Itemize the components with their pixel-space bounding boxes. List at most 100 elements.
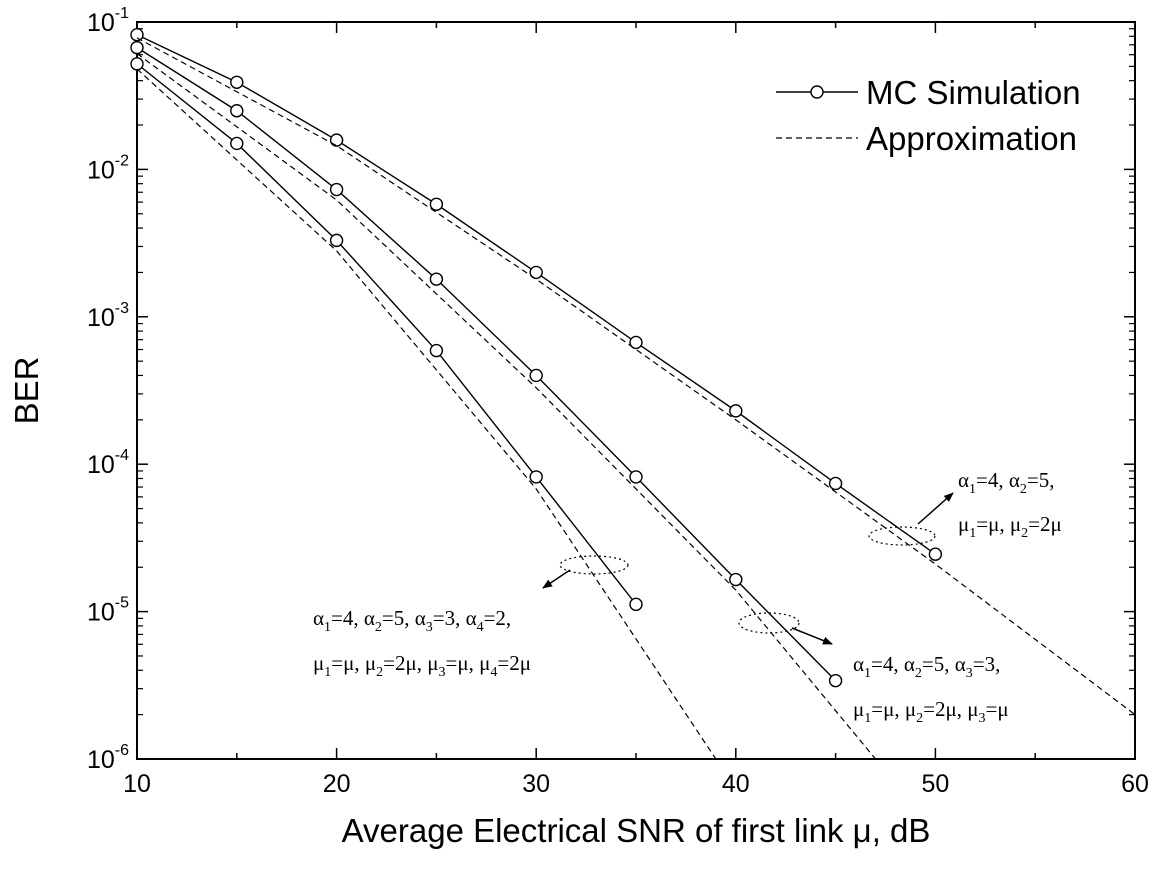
annotation-value: =3, bbox=[433, 606, 466, 630]
legend-simulation-marker bbox=[810, 85, 824, 99]
annotation-value: =μ, bbox=[871, 697, 905, 721]
annotation-value: =3, bbox=[973, 652, 1001, 676]
annotation-value: =5, bbox=[922, 652, 955, 676]
series-2-hop-point bbox=[828, 476, 843, 491]
series-3-hop-point bbox=[329, 182, 344, 197]
annotation-subscript: 3 bbox=[439, 665, 446, 680]
series-2-hop-point bbox=[729, 404, 743, 418]
annotation-subscript: 4 bbox=[477, 620, 484, 635]
y-tick-exp: -2 bbox=[115, 152, 129, 169]
annotation-arrow bbox=[917, 492, 954, 525]
y-tick-label: 10-3 bbox=[87, 300, 129, 332]
series-4-hop-simulation-line bbox=[136, 63, 637, 605]
series-2-hop-point bbox=[429, 197, 444, 211]
annotation-subscript: 3 bbox=[979, 711, 986, 726]
series-3-hop-point bbox=[529, 368, 543, 383]
annotation-subscript: 2 bbox=[916, 711, 923, 726]
x-tick-label: 30 bbox=[522, 770, 550, 798]
annotation-subscript: 1 bbox=[324, 620, 331, 635]
y-tick-base: 10 bbox=[87, 9, 115, 37]
annotation-value: =5, bbox=[1027, 468, 1055, 492]
series-4-hop-point bbox=[629, 597, 643, 612]
x-tick-label: 40 bbox=[722, 770, 750, 798]
annotation-value: =5, bbox=[382, 606, 415, 630]
x-tick-label: 10 bbox=[123, 770, 151, 798]
annotation-subscript: 3 bbox=[426, 620, 433, 635]
series-3-hop-point bbox=[729, 572, 743, 587]
annotation-subscript: 3 bbox=[966, 666, 973, 681]
y-tick-base: 10 bbox=[87, 451, 115, 479]
series-4-hop-point bbox=[329, 233, 344, 248]
annotation-symbol: α bbox=[1009, 468, 1020, 492]
annotation-label: α1=4, α2=5, α3=3, α4=2, bbox=[313, 606, 511, 635]
y-tick-exp: -1 bbox=[115, 5, 129, 22]
y-tick-base: 10 bbox=[87, 304, 115, 332]
annotation-subscript: 2 bbox=[915, 666, 922, 681]
annotation-subscript: 4 bbox=[490, 665, 497, 680]
x-axis-title: Average Electrical SNR of first link μ, … bbox=[342, 812, 931, 849]
annotation-symbol: μ bbox=[967, 697, 978, 721]
series-4-hop-point bbox=[130, 57, 144, 71]
annotation-symbol: μ bbox=[365, 651, 376, 675]
annotation-label: μ1=μ, μ2=2μ, μ3=μ bbox=[853, 697, 1009, 726]
annotation-value: =2μ, bbox=[383, 651, 427, 675]
y-tick-exp: -6 bbox=[115, 742, 129, 759]
y-axis-title: BER bbox=[8, 357, 45, 425]
annotation-subscript: 1 bbox=[969, 482, 976, 497]
annotation-arrow bbox=[791, 627, 833, 645]
annotation-value: =2μ, bbox=[923, 697, 967, 721]
series-2-hop-point bbox=[230, 75, 244, 89]
annotation-value: =μ, bbox=[331, 651, 365, 675]
annotation-symbol: μ bbox=[853, 697, 864, 721]
y-tick-label: 10-6 bbox=[87, 742, 129, 774]
legend: MC Simulation Approximation bbox=[776, 74, 1081, 157]
annotation-arrow bbox=[542, 569, 571, 589]
series-3-hop-point bbox=[130, 40, 144, 55]
series-4-hop-point bbox=[529, 470, 543, 484]
y-tick-base: 10 bbox=[87, 746, 115, 774]
annotation-subscript: 1 bbox=[864, 711, 871, 726]
annotation-label: μ1=μ, μ2=2μ bbox=[958, 512, 1062, 541]
annotation-subscript: 2 bbox=[1020, 482, 1027, 497]
annotation-subscript: 2 bbox=[376, 665, 383, 680]
annotation-value: =4, bbox=[976, 468, 1009, 492]
annotation-value: =2, bbox=[484, 606, 512, 630]
annotation-label: α1=4, α2=5, α3=3, bbox=[853, 652, 1000, 681]
y-tick-exp: -3 bbox=[115, 300, 129, 317]
legend-label: MC Simulation bbox=[866, 74, 1081, 111]
annotation-value: =μ bbox=[986, 697, 1009, 721]
y-tick-base: 10 bbox=[87, 156, 115, 184]
annotation-symbol: α bbox=[466, 606, 477, 630]
legend-label: Approximation bbox=[866, 120, 1077, 157]
annotation-symbol: α bbox=[313, 606, 324, 630]
y-tick-label: 10-2 bbox=[87, 152, 129, 184]
series-3-hop-simulation-line bbox=[136, 47, 837, 682]
series-3-hop-point bbox=[230, 104, 244, 118]
series-2-hop-point bbox=[529, 265, 543, 280]
series-2-hop-point bbox=[329, 133, 344, 147]
annotation-value: =μ, bbox=[446, 651, 480, 675]
annotation-symbol: μ bbox=[427, 651, 438, 675]
annotation-symbol: α bbox=[853, 652, 864, 676]
annotation-value: =4, bbox=[331, 606, 364, 630]
series bbox=[130, 28, 1136, 760]
annotation-symbol: α bbox=[904, 652, 915, 676]
y-tick-label: 10-5 bbox=[87, 595, 129, 627]
annotation-subscript: 1 bbox=[969, 526, 976, 541]
axes: 10 20 30 40 50 6010-110-210-310-410-510-6Aver… bbox=[8, 5, 1149, 849]
annotation-label: α1=4, α2=5, bbox=[958, 468, 1054, 497]
annotation-value: =2μ bbox=[1028, 512, 1062, 536]
x-tick-label: 60 bbox=[1121, 770, 1149, 798]
annotation-value: =2μ bbox=[497, 651, 531, 675]
annotation-label: μ1=μ, μ2=2μ, μ3=μ, μ4=2μ bbox=[313, 651, 531, 680]
annotation-symbol: μ bbox=[313, 651, 324, 675]
annotation-value: =μ, bbox=[976, 512, 1010, 536]
annotation-subscript: 1 bbox=[864, 666, 871, 681]
annotation-symbol: α bbox=[958, 468, 969, 492]
annotation-symbol: α bbox=[415, 606, 426, 630]
y-tick-label: 10-1 bbox=[87, 5, 129, 37]
series-2-hop-point bbox=[629, 335, 643, 350]
series-2-hop-point bbox=[130, 28, 144, 42]
